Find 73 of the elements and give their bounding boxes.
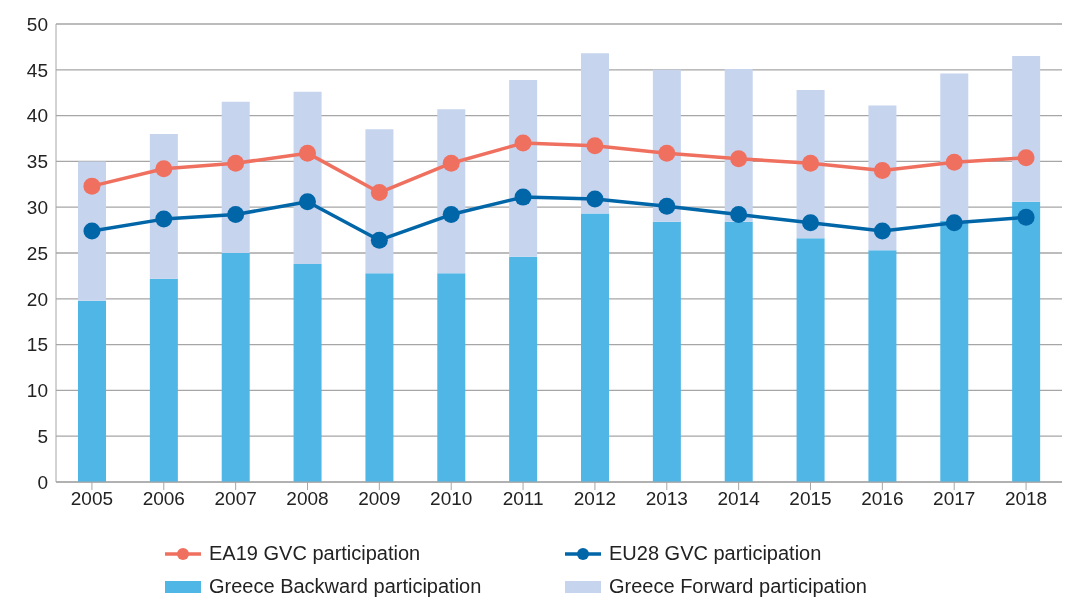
x-tick-label: 2014 (717, 488, 761, 510)
x-tick-label: 2017 (933, 488, 976, 510)
bar (796, 238, 825, 482)
point (227, 154, 245, 172)
y-tick-label: 45 (26, 59, 48, 81)
legend-label: Greece Forward participation (609, 575, 867, 598)
x-tick-label: 2007 (214, 488, 257, 510)
x-tick-label: 2015 (789, 488, 832, 510)
bar (293, 263, 322, 482)
point (299, 193, 316, 211)
x-tick-label: 2006 (142, 488, 185, 510)
point (442, 206, 460, 224)
point (370, 231, 388, 249)
bar (78, 300, 106, 482)
point (370, 184, 388, 202)
bar (149, 278, 178, 482)
y-tick-label: 15 (26, 334, 48, 356)
bar (940, 73, 969, 221)
x-tick-label: 2016 (861, 488, 904, 510)
point (873, 222, 891, 240)
bar (868, 250, 897, 482)
y-tick-label: 10 (26, 380, 48, 402)
point (83, 222, 101, 240)
point (83, 177, 101, 195)
point (514, 188, 532, 206)
point (155, 160, 173, 178)
y-tick-label: 50 (26, 13, 48, 35)
y-tick-label: 25 (26, 242, 48, 264)
bar (652, 221, 681, 482)
point (299, 144, 316, 162)
point (945, 153, 963, 171)
legend-label: EA19 GVC participation (209, 542, 421, 565)
point (802, 154, 819, 172)
bar (365, 273, 394, 482)
point (730, 150, 748, 168)
x-tick-label: 2011 (502, 488, 544, 510)
x-tick-label: 2005 (70, 488, 114, 510)
bar (1012, 201, 1041, 482)
x-tick-label: 2013 (645, 488, 688, 510)
point (586, 137, 604, 155)
bar (509, 256, 538, 482)
x-tick-label: 2009 (358, 488, 401, 510)
y-tick-label: 35 (26, 151, 48, 173)
point (873, 162, 891, 180)
bar (724, 221, 753, 482)
point (155, 210, 173, 228)
legend-label: EU28 GVC participation (609, 542, 822, 565)
bar (581, 213, 609, 482)
point (658, 144, 676, 162)
x-tick-label: 2010 (430, 488, 473, 510)
y-tick-label: 0 (37, 471, 48, 493)
point (658, 197, 676, 215)
y-tick-label: 5 (37, 425, 48, 447)
y-tick-label: 40 (26, 105, 48, 127)
point (802, 214, 819, 232)
point (514, 134, 532, 152)
bar (221, 253, 250, 482)
bar (940, 220, 969, 482)
point (227, 206, 245, 224)
point (1017, 208, 1035, 226)
bar (1012, 56, 1041, 202)
point (1017, 149, 1035, 167)
point (945, 214, 963, 232)
point (586, 190, 604, 208)
x-tick-label: 2008 (286, 488, 329, 510)
y-tick-label: 20 (26, 288, 48, 310)
point (442, 154, 460, 172)
x-tick-label: 2018 (1004, 488, 1048, 510)
legend-label: Greece Backward participation (209, 575, 482, 598)
bar (437, 273, 466, 482)
point (730, 206, 748, 224)
y-tick-label: 30 (26, 196, 48, 218)
x-tick-label: 2012 (573, 488, 617, 510)
